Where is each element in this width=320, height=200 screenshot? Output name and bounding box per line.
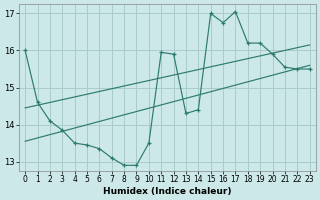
X-axis label: Humidex (Indice chaleur): Humidex (Indice chaleur) (103, 187, 232, 196)
